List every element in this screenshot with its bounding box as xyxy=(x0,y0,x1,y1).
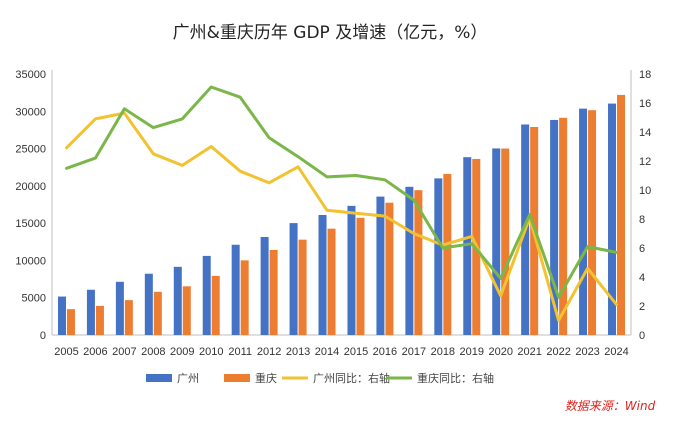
bar-chongqing xyxy=(588,110,597,336)
x-tick-label: 2005 xyxy=(54,346,78,358)
legend-label: 广州 xyxy=(177,372,199,385)
bar-chongqing xyxy=(501,148,510,335)
bar-chongqing xyxy=(414,190,423,335)
bar-chongqing xyxy=(617,94,626,336)
x-tick-label: 2020 xyxy=(488,346,512,358)
bar-guangzhou xyxy=(405,186,414,335)
bar-chongqing xyxy=(182,286,191,335)
bar-guangzhou xyxy=(492,148,501,335)
bar-chongqing xyxy=(385,202,394,335)
x-tick-label: 2011 xyxy=(228,346,252,358)
legend-label: 重庆 xyxy=(255,371,277,385)
bar-guangzhou xyxy=(57,296,66,335)
bar-chongqing xyxy=(559,117,568,335)
bar-guangzhou xyxy=(318,214,327,335)
legend-label: 广州同比：右轴 xyxy=(313,371,390,385)
bar-chongqing xyxy=(327,228,336,335)
bar-guangzhou xyxy=(202,255,211,335)
bar-guangzhou xyxy=(86,289,95,335)
chart-title: 广州&重庆历年 GDP 及增速（亿元，%） xyxy=(173,23,488,43)
right-tick-label: 6 xyxy=(639,243,645,255)
bar-chongqing xyxy=(66,309,75,335)
x-tick-label: 2023 xyxy=(575,346,599,358)
bar-chongqing xyxy=(211,275,220,335)
x-tick-label: 2024 xyxy=(604,346,628,358)
legend-swatch-bar xyxy=(224,374,250,382)
bar-guangzhou xyxy=(550,119,559,336)
right-tick-label: 12 xyxy=(639,156,651,168)
left-tick-label: 10000 xyxy=(15,255,46,267)
x-tick-label: 2016 xyxy=(373,346,397,358)
left-tick-label: 15000 xyxy=(15,218,46,230)
left-tick-label: 30000 xyxy=(15,106,46,118)
x-tick-label: 2018 xyxy=(431,346,455,358)
left-tick-label: 35000 xyxy=(15,69,46,81)
line-guangzhou-growth xyxy=(65,111,618,322)
right-tick-label: 0 xyxy=(639,330,645,342)
left-tick-label: 20000 xyxy=(15,181,46,193)
bar-chongqing xyxy=(153,291,162,335)
x-tick-label: 2006 xyxy=(83,346,107,358)
bar-chongqing xyxy=(240,260,249,335)
right-tick-label: 10 xyxy=(639,185,651,197)
line-series xyxy=(65,85,618,322)
right-tick-label: 4 xyxy=(639,272,645,284)
x-tick-label: 2007 xyxy=(112,346,136,358)
bar-chongqing xyxy=(95,305,104,335)
x-tick-label: 2021 xyxy=(517,346,541,358)
bar-series xyxy=(57,94,626,336)
bar-guangzhou xyxy=(231,244,240,335)
bar-chongqing xyxy=(269,249,278,335)
x-tick-label: 2017 xyxy=(402,346,426,358)
legend: 广州 重庆 广州同比：右轴 重庆同比：右轴 xyxy=(146,371,494,385)
right-tick-label: 14 xyxy=(639,127,651,139)
right-tick-label: 8 xyxy=(639,214,645,226)
bar-guangzhou xyxy=(144,273,153,335)
bar-chongqing xyxy=(298,239,307,335)
x-tick-label: 2008 xyxy=(141,346,165,358)
x-tick-label: 2019 xyxy=(460,346,484,358)
bar-chongqing xyxy=(356,217,365,335)
left-y-axis: 0 5000 10000 15000 20000 25000 30000 35000 xyxy=(15,69,53,342)
bar-guangzhou xyxy=(463,157,472,335)
left-tick-label: 25000 xyxy=(15,144,46,156)
line-chongqing-growth xyxy=(65,85,618,299)
bar-guangzhou xyxy=(376,196,385,335)
x-tick-label: 2014 xyxy=(315,346,339,358)
x-tick-label: 2012 xyxy=(257,346,281,358)
bar-chongqing xyxy=(124,300,133,335)
x-tick-label: 2015 xyxy=(344,346,368,358)
bar-guangzhou xyxy=(173,266,182,335)
x-tick-label: 2010 xyxy=(199,346,223,358)
x-tick-label: 2013 xyxy=(286,346,310,358)
bar-guangzhou xyxy=(434,178,443,335)
x-tick-label: 2009 xyxy=(170,346,194,358)
bar-guangzhou xyxy=(289,223,298,335)
x-axis: 2005 2006 2007 2008 2009 2010 2011 2012 2013 2014… xyxy=(52,334,631,358)
left-tick-label: 0 xyxy=(40,330,46,342)
bar-chongqing xyxy=(443,174,452,335)
legend-label: 重庆同比：右轴 xyxy=(417,371,494,385)
bar-guangzhou xyxy=(115,281,124,335)
bar-guangzhou xyxy=(608,103,617,336)
right-tick-label: 16 xyxy=(639,98,651,110)
bar-guangzhou xyxy=(260,236,269,335)
legend-swatch-bar xyxy=(146,374,172,382)
bar-guangzhou xyxy=(579,108,588,335)
left-tick-label: 5000 xyxy=(22,293,46,305)
bar-guangzhou xyxy=(347,205,356,335)
right-tick-label: 18 xyxy=(639,69,651,81)
right-tick-label: 2 xyxy=(639,301,645,313)
right-y-axis: 0 2 4 6 8 10 12 14 16 18 xyxy=(630,69,651,342)
x-tick-label: 2022 xyxy=(546,346,570,358)
source-note: 数据来源：Wind xyxy=(565,399,656,413)
